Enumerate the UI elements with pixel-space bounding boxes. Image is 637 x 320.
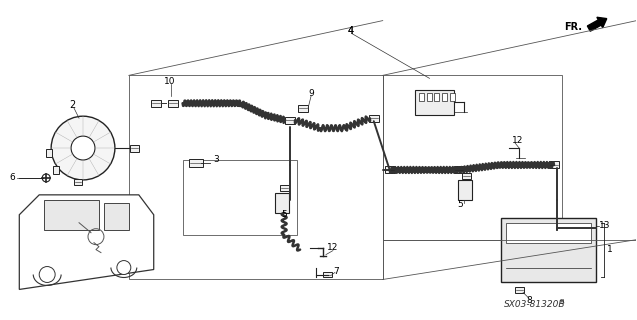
Bar [285,117,295,124]
Text: 8: 8 [526,296,532,305]
Text: B: B [559,300,564,305]
Bar [53,166,59,174]
Circle shape [51,116,115,180]
Bar [74,179,82,185]
Bar [280,185,289,191]
Text: 12: 12 [327,243,338,252]
FancyArrow shape [587,17,607,31]
Text: 10: 10 [164,77,175,86]
Text: 6: 6 [10,173,15,182]
Bar [383,76,562,240]
Bar [385,166,395,173]
Text: SX03-81320B: SX03-81320B [505,300,566,309]
Bar [427,93,431,101]
Circle shape [39,267,55,283]
Bar [189,158,203,167]
Bar [419,93,424,101]
Bar [168,100,178,107]
Bar [275,193,289,213]
Bar [47,149,52,157]
Text: 4: 4 [348,26,354,36]
Bar [151,100,161,107]
Bar [443,93,447,101]
Bar [549,162,559,168]
Bar [129,76,383,279]
Text: 13: 13 [599,221,610,230]
Polygon shape [104,203,129,230]
Bar [501,218,596,283]
Bar [415,90,454,115]
Circle shape [117,260,131,275]
Bar [324,271,333,277]
Bar [434,93,440,101]
Bar [369,115,379,122]
Bar [450,93,455,101]
Circle shape [42,174,50,182]
Text: FR.: FR. [564,21,582,32]
Text: 9: 9 [308,89,314,98]
Text: 2: 2 [69,100,75,110]
Text: 4: 4 [348,26,354,36]
Polygon shape [19,195,154,289]
Bar [459,180,472,200]
Bar [298,105,308,112]
Bar [131,145,140,152]
Text: 7: 7 [333,267,339,276]
Text: 5: 5 [457,200,463,209]
Text: 12: 12 [512,136,524,145]
Bar [183,160,297,235]
Bar [454,166,464,173]
Bar [515,287,524,293]
Text: 5: 5 [282,210,287,219]
Text: 3: 3 [213,156,219,164]
Circle shape [71,136,95,160]
Bar [506,223,590,243]
Text: 1: 1 [607,245,613,254]
Bar [462,173,471,179]
Polygon shape [44,200,99,230]
